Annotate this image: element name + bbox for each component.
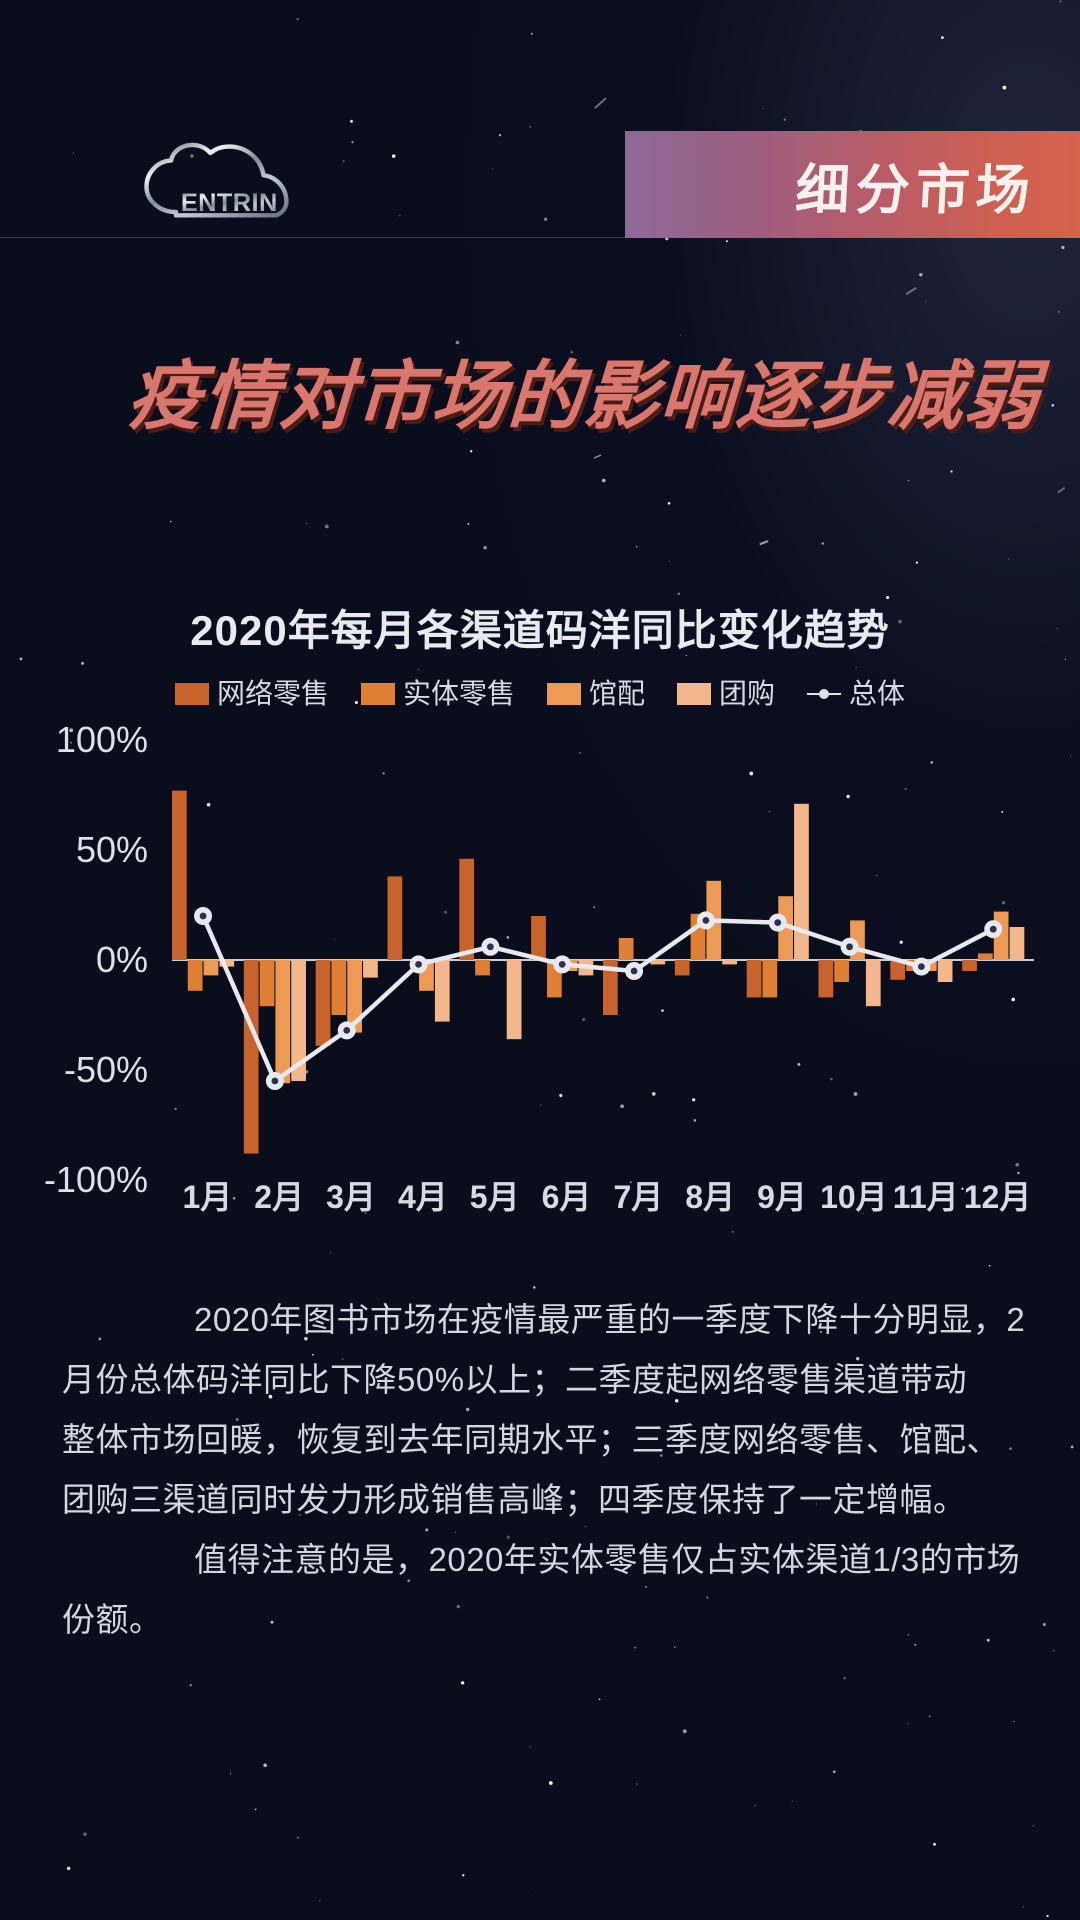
svg-text:-100%: -100% — [44, 1159, 148, 1200]
svg-text:12月: 12月 — [964, 1179, 1032, 1215]
svg-text:2月: 2月 — [254, 1179, 304, 1215]
svg-text:11月: 11月 — [893, 1179, 959, 1215]
svg-text:ENTRIN: ENTRIN — [181, 189, 278, 217]
svg-text:50%: 50% — [76, 829, 148, 870]
svg-text:3月: 3月 — [326, 1179, 376, 1215]
svg-text:1月: 1月 — [182, 1179, 232, 1215]
svg-text:0%: 0% — [96, 939, 148, 980]
svg-text:8月: 8月 — [685, 1179, 735, 1215]
svg-text:10月: 10月 — [820, 1179, 888, 1215]
svg-text:-50%: -50% — [64, 1049, 148, 1090]
svg-text:4月: 4月 — [398, 1179, 448, 1215]
svg-text:6月: 6月 — [542, 1179, 592, 1215]
svg-text:5月: 5月 — [470, 1179, 520, 1215]
svg-text:9月: 9月 — [757, 1179, 807, 1215]
svg-text:7月: 7月 — [613, 1179, 663, 1215]
svg-text:100%: 100% — [56, 719, 148, 760]
